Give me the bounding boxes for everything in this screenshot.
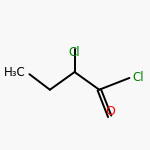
Text: O: O bbox=[105, 105, 115, 118]
Text: H₃C: H₃C bbox=[3, 66, 25, 79]
Text: Cl: Cl bbox=[69, 46, 80, 59]
Text: Cl: Cl bbox=[132, 71, 144, 84]
